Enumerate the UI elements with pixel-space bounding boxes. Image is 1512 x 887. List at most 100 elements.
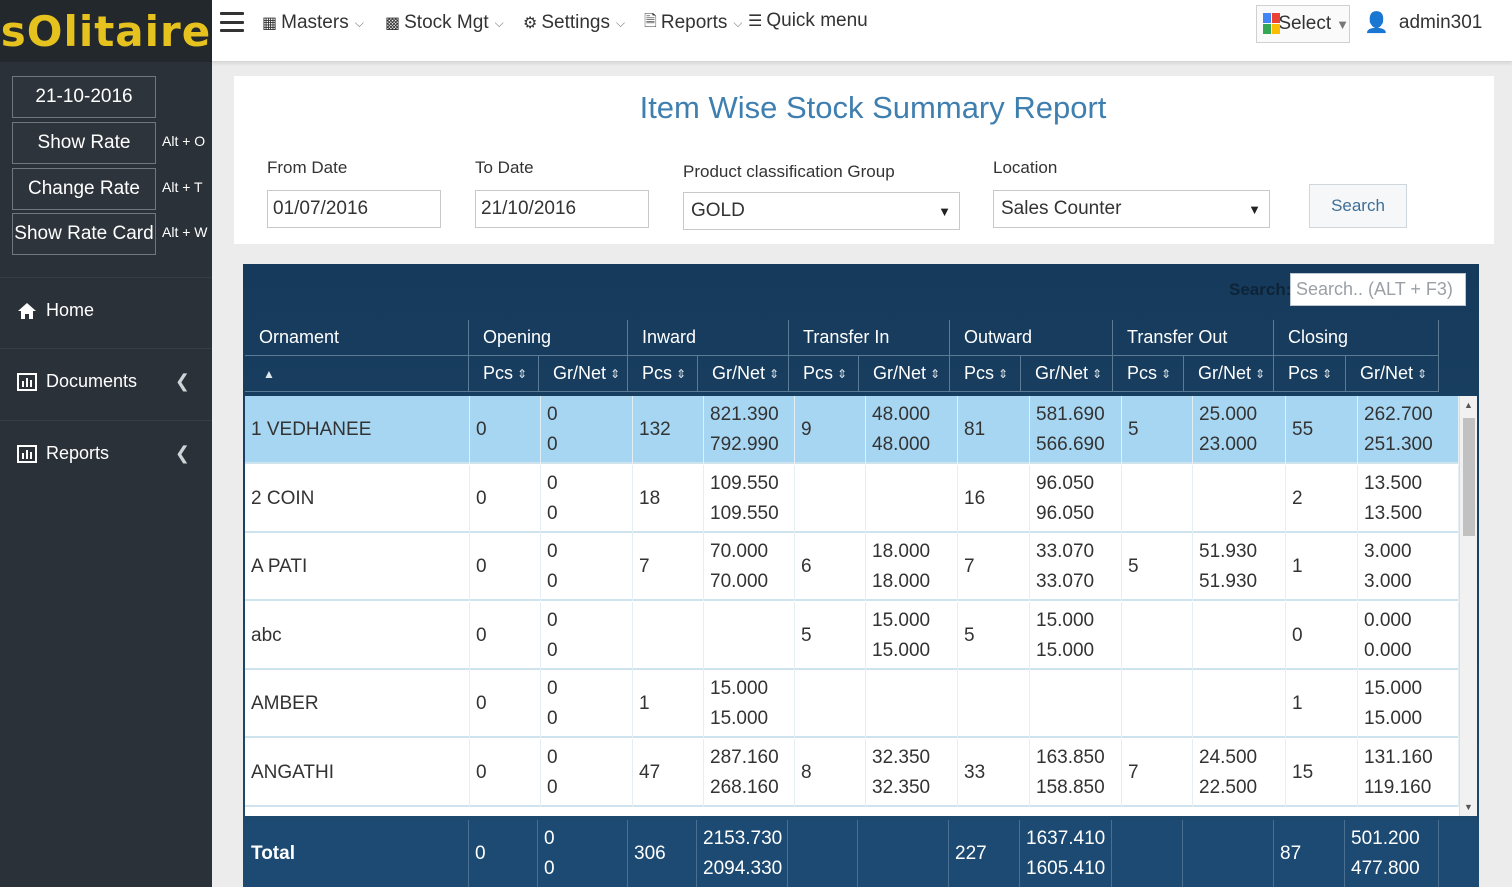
header-transfer-in-pcs[interactable]: Pcs ⇕ — [789, 356, 859, 392]
product-group-select[interactable]: GOLD ▼ — [683, 192, 960, 230]
cell-pcs: 1 — [633, 670, 704, 738]
cell-pcs: 9 — [795, 396, 866, 464]
header-transfer-out-grnet[interactable]: Gr/Net ⇕ — [1184, 356, 1274, 392]
show-rate-card-button[interactable]: Show Rate Card — [12, 213, 156, 255]
table-search-input[interactable]: Search.. (ALT + F3) — [1290, 273, 1466, 306]
cell-pcs: 1 — [1286, 533, 1358, 601]
location-select[interactable]: Sales Counter ▼ — [993, 190, 1270, 228]
filter-panel: Item Wise Stock Summary Report From Date… — [234, 76, 1494, 244]
menu-quick-menu[interactable]: ☰ Quick menu — [748, 10, 868, 31]
current-date: 21-10-2016 — [12, 76, 156, 118]
hamburger-menu-icon[interactable] — [220, 12, 244, 32]
table-row[interactable]: ANGATHI 0 0 0 47 287.160 268.160 8 32.350 32.350 3… — [245, 738, 1459, 807]
change-rate-button[interactable]: Change Rate — [12, 168, 156, 210]
cell-pcs: 5 — [795, 601, 866, 670]
cell-grnet: 262.700 251.300 — [1358, 396, 1459, 464]
total-label: Total — [245, 820, 469, 887]
cell-ornament: ANGATHI — [245, 738, 470, 807]
cell-ornament: abc — [245, 601, 470, 670]
cell-grnet — [1193, 601, 1286, 670]
table-scrollbar[interactable]: ▲ ▼ — [1459, 396, 1477, 816]
cell-pcs: 0 — [470, 464, 541, 533]
header-inward: Inward — [628, 320, 789, 356]
total-transfer-in-grnet — [858, 820, 949, 887]
header-closing-grnet[interactable]: Gr/Net ⇕ — [1346, 356, 1439, 392]
cell-ornament: AMBER — [245, 670, 470, 738]
header-closing-pcs[interactable]: Pcs ⇕ — [1274, 356, 1346, 392]
header-inward-pcs[interactable]: Pcs ⇕ — [628, 356, 698, 392]
user-menu[interactable]: 👤 admin301 — [1364, 11, 1483, 35]
sort-icon: ⇕ — [676, 366, 687, 381]
cell-grnet: 581.690 566.690 — [1030, 396, 1122, 464]
menu-settings[interactable]: ⚙ Settings ⌵ — [523, 12, 626, 33]
scroll-down-icon[interactable]: ▼ — [1464, 802, 1473, 812]
header-outward-pcs[interactable]: Pcs ⇕ — [950, 356, 1021, 392]
cell-grnet: 15.000 15.000 — [1030, 601, 1122, 670]
cell-grnet — [1193, 670, 1286, 738]
cell-pcs: 2 — [1286, 464, 1358, 533]
table-row[interactable]: abc 0 0 0 5 15.000 15.000 5 15.000 15.000 0 0.000 0.… — [245, 601, 1459, 670]
total-opening-pcs: 0 — [469, 820, 538, 887]
header-closing: Closing — [1274, 320, 1439, 356]
header-transfer-out-pcs[interactable]: Pcs ⇕ — [1113, 356, 1184, 392]
scroll-up-icon[interactable]: ▲ — [1464, 400, 1473, 410]
header-opening-pcs[interactable]: Pcs ⇕ — [469, 356, 539, 392]
from-date-label: From Date — [267, 158, 348, 177]
caret-down-icon: ▼ — [1248, 201, 1261, 217]
header-inward-grnet[interactable]: Gr/Net ⇕ — [698, 356, 789, 392]
cell-pcs: 47 — [633, 738, 704, 807]
header-transfer-in: Transfer In — [789, 320, 950, 356]
sidebar-item-reports[interactable]: Reports ❮ — [0, 420, 212, 486]
table-row[interactable]: A PATI 0 0 0 7 70.000 70.000 6 18.000 18.000 7 33.0… — [245, 533, 1459, 601]
cell-pcs — [958, 670, 1030, 738]
chevron-down-icon: ⌵ — [733, 15, 743, 30]
file-icon: 🗎 — [644, 12, 657, 30]
bar-chart-icon — [16, 372, 38, 392]
language-select[interactable]: Select ▼ — [1256, 5, 1350, 43]
sort-icon: ⇕ — [1322, 366, 1333, 381]
home-icon — [16, 301, 38, 321]
table-row[interactable]: 2 COIN 0 0 0 18 109.550 109.550 16 96.050 96.050 2… — [245, 464, 1459, 533]
app-logo[interactable]: sOlitaire — [0, 0, 212, 62]
header-outward-grnet[interactable]: Gr/Net ⇕ — [1021, 356, 1113, 392]
cell-grnet: 15.000 15.000 — [704, 670, 795, 738]
table-row[interactable]: 1 VEDHANEE 0 0 0 132 821.390 792.990 9 48.000 48.… — [245, 396, 1459, 464]
from-date-input[interactable]: 01/07/2016 — [267, 190, 441, 228]
menu-masters[interactable]: ▦ Masters ⌵ — [262, 12, 364, 33]
cell-ornament: 2 COIN — [245, 464, 470, 533]
header-opening-grnet[interactable]: Gr/Net ⇕ — [539, 356, 628, 392]
header-transfer-in-grnet[interactable]: Gr/Net ⇕ — [859, 356, 950, 392]
show-rate-button[interactable]: Show Rate — [12, 122, 156, 164]
menu-stock-mgt[interactable]: ▩ Stock Mgt ⌵ — [385, 12, 504, 33]
caret-down-icon: ▼ — [938, 203, 951, 219]
cell-grnet — [866, 670, 958, 738]
scroll-thumb[interactable] — [1463, 418, 1475, 536]
menu-reports[interactable]: 🗎 Reports ⌵ — [644, 10, 743, 36]
table-row[interactable]: AMBER 0 0 0 1 15.000 15.000 1 15.000 15.000 — [245, 670, 1459, 738]
total-inward-grnet: 2153.730 2094.330 — [697, 820, 788, 887]
sidebar-item-documents[interactable]: Documents ❮ — [0, 348, 212, 414]
cell-pcs: 15 — [1286, 738, 1358, 807]
cell-pcs: 55 — [1286, 396, 1358, 464]
cell-pcs: 0 — [470, 533, 541, 601]
bar-chart-icon: ▩ — [385, 15, 401, 32]
sidebar-item-home[interactable]: Home — [0, 277, 212, 343]
location-label: Location — [993, 158, 1058, 177]
search-button[interactable]: Search — [1309, 184, 1407, 228]
cell-grnet: 96.050 96.050 — [1030, 464, 1122, 533]
cell-pcs — [1122, 601, 1193, 670]
cell-grnet: 24.500 22.500 — [1193, 738, 1286, 807]
cell-grnet: 0.000 0.000 — [1358, 601, 1459, 670]
chevron-down-icon: ⌵ — [616, 15, 626, 30]
header-transfer-out: Transfer Out — [1113, 320, 1274, 356]
to-date-input[interactable]: 21/10/2016 — [475, 190, 649, 228]
sort-ornament-header[interactable]: ▲ — [245, 356, 469, 392]
chevron-down-icon: ⌵ — [494, 15, 504, 30]
cell-ornament: A PATI — [245, 533, 470, 601]
header-ornament[interactable]: Ornament — [245, 320, 469, 356]
cell-grnet: 821.390 792.990 — [704, 396, 795, 464]
table-search-label: Search: — [1229, 280, 1292, 299]
